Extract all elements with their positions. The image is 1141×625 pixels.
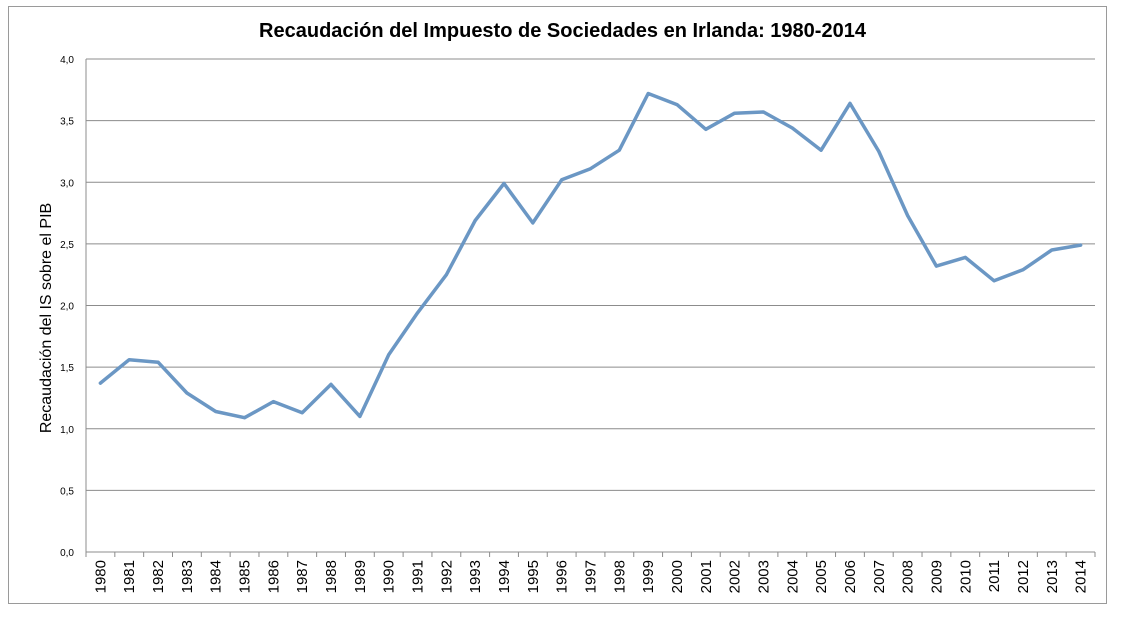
data-point [963, 255, 967, 259]
gridlines [85, 58, 1095, 553]
data-point [646, 92, 650, 95]
series-layer [98, 91, 1083, 420]
data-point [531, 221, 535, 225]
x-tick-label: 2001 [698, 560, 715, 593]
data-point [848, 101, 852, 105]
data-point [300, 411, 304, 415]
data-point [243, 416, 247, 420]
series-line [98, 91, 1083, 420]
x-tick-label: 1997 [583, 560, 600, 593]
data-point [934, 264, 938, 268]
data-point [1079, 243, 1083, 247]
data-point [790, 126, 794, 130]
data-point [1021, 268, 1025, 272]
data-point [329, 382, 333, 386]
x-tick-label: 1993 [467, 560, 484, 593]
x-tick-label: 2002 [727, 560, 744, 593]
data-point [762, 110, 765, 114]
y-tick-label: 2,0 [60, 302, 74, 313]
x-tick-label: 2010 [957, 560, 974, 593]
x-tick-label: 1986 [265, 560, 282, 593]
data-point [127, 358, 131, 362]
x-tick-label: 1990 [381, 560, 398, 593]
data-point [502, 182, 506, 185]
data-point [560, 178, 564, 182]
x-tick-label: 2003 [755, 560, 772, 593]
x-tick-label: 2006 [842, 560, 859, 593]
y-tick-label: 0,0 [60, 548, 74, 559]
chart-title: Recaudación del Impuesto de Sociedades e… [259, 20, 866, 42]
x-tick-label: 2009 [928, 560, 945, 593]
data-point [617, 148, 621, 152]
x-tick-label: 1984 [208, 560, 225, 593]
x-tick-label: 2000 [669, 560, 686, 593]
x-tick-label: 2012 [1015, 560, 1032, 593]
x-tick-label: 1987 [294, 560, 311, 593]
x-tick-label: 2014 [1073, 560, 1090, 593]
x-tick-label: 1995 [525, 560, 542, 593]
y-tick-label: 4,0 [60, 55, 74, 66]
data-point [214, 410, 218, 413]
data-point [98, 381, 102, 385]
y-tick-label: 2,5 [60, 240, 74, 251]
data-point [906, 214, 910, 217]
x-tick-label: 1996 [554, 560, 571, 593]
x-tick-label: 1999 [640, 560, 657, 593]
data-point [271, 400, 275, 404]
x-tick-label: 2008 [900, 560, 917, 593]
data-point [358, 414, 362, 418]
x-tick-label: 1980 [92, 560, 109, 593]
x-tick-label: 1988 [323, 560, 340, 593]
x-tick-label: 1982 [150, 560, 167, 593]
x-tick-label: 2007 [871, 560, 888, 593]
y-tick-label: 1,5 [60, 363, 74, 374]
x-tick-label: 1991 [410, 560, 427, 593]
y-axis-title: Recaudación del IS sobre el PIB [38, 203, 55, 433]
data-point [704, 127, 708, 131]
x-tick-label: 2011 [986, 560, 1003, 592]
data-point [675, 103, 679, 107]
x-tick-label: 2013 [1044, 560, 1061, 593]
y-tick-label: 1,0 [60, 425, 74, 436]
data-point [819, 148, 823, 152]
x-tick-label: 1981 [121, 560, 138, 593]
x-tick-label: 1998 [611, 560, 628, 593]
data-point [156, 360, 160, 364]
y-tick-label: 3,5 [60, 117, 74, 128]
data-point [733, 111, 737, 115]
y-tick-label: 3,0 [60, 178, 74, 189]
data-point [992, 279, 996, 283]
x-tick-label: 1992 [438, 560, 455, 593]
x-axis-ticks: 1980 1981 1982 1983 1984 1985 1986 1987 1988 1989… [85, 552, 1096, 593]
x-tick-label: 1985 [237, 560, 254, 593]
data-point [1050, 248, 1054, 252]
data-point [416, 311, 419, 315]
x-tick-label: 2004 [784, 560, 801, 593]
x-tick-label: 1983 [179, 560, 196, 593]
x-tick-label: 2005 [813, 560, 830, 593]
data-point [877, 149, 881, 153]
x-tick-label: 1989 [352, 560, 369, 593]
data-point [185, 391, 189, 395]
data-point [444, 273, 448, 277]
data-point [387, 353, 391, 357]
data-point [589, 167, 592, 171]
y-tick-label: 0,5 [60, 486, 74, 497]
y-axis-ticks: 0,0 0,5 1,0 1,5 2,0 2,5 3,0 3,5 4,0 [60, 55, 74, 559]
data-point [473, 219, 477, 222]
x-tick-label: 1994 [496, 560, 513, 593]
